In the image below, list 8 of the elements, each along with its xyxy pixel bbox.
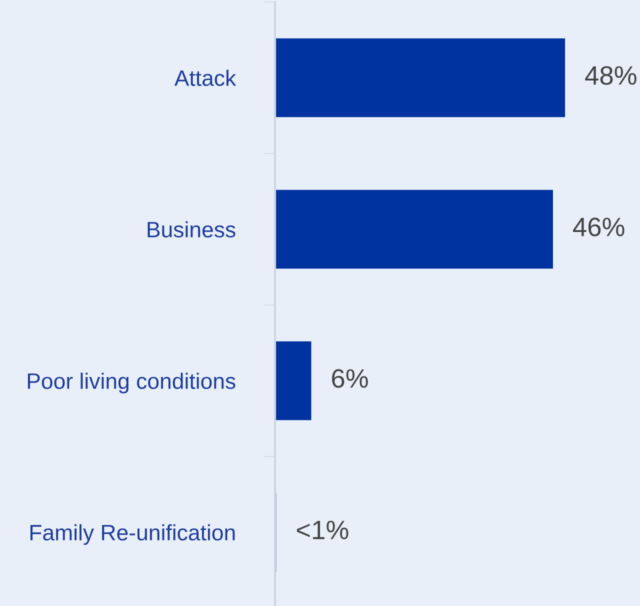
y-tick-label: Attack (174, 70, 236, 86)
data-label: 48% (585, 66, 636, 85)
y-tick-label: Family Re-unification (30, 524, 235, 545)
data-label: 46% (573, 218, 624, 236)
y-tick-label: Poor living conditions (28, 372, 236, 394)
data-label: 6% (332, 369, 368, 388)
y-tick-label: Business (148, 221, 236, 238)
data-label: <1% (296, 520, 348, 540)
